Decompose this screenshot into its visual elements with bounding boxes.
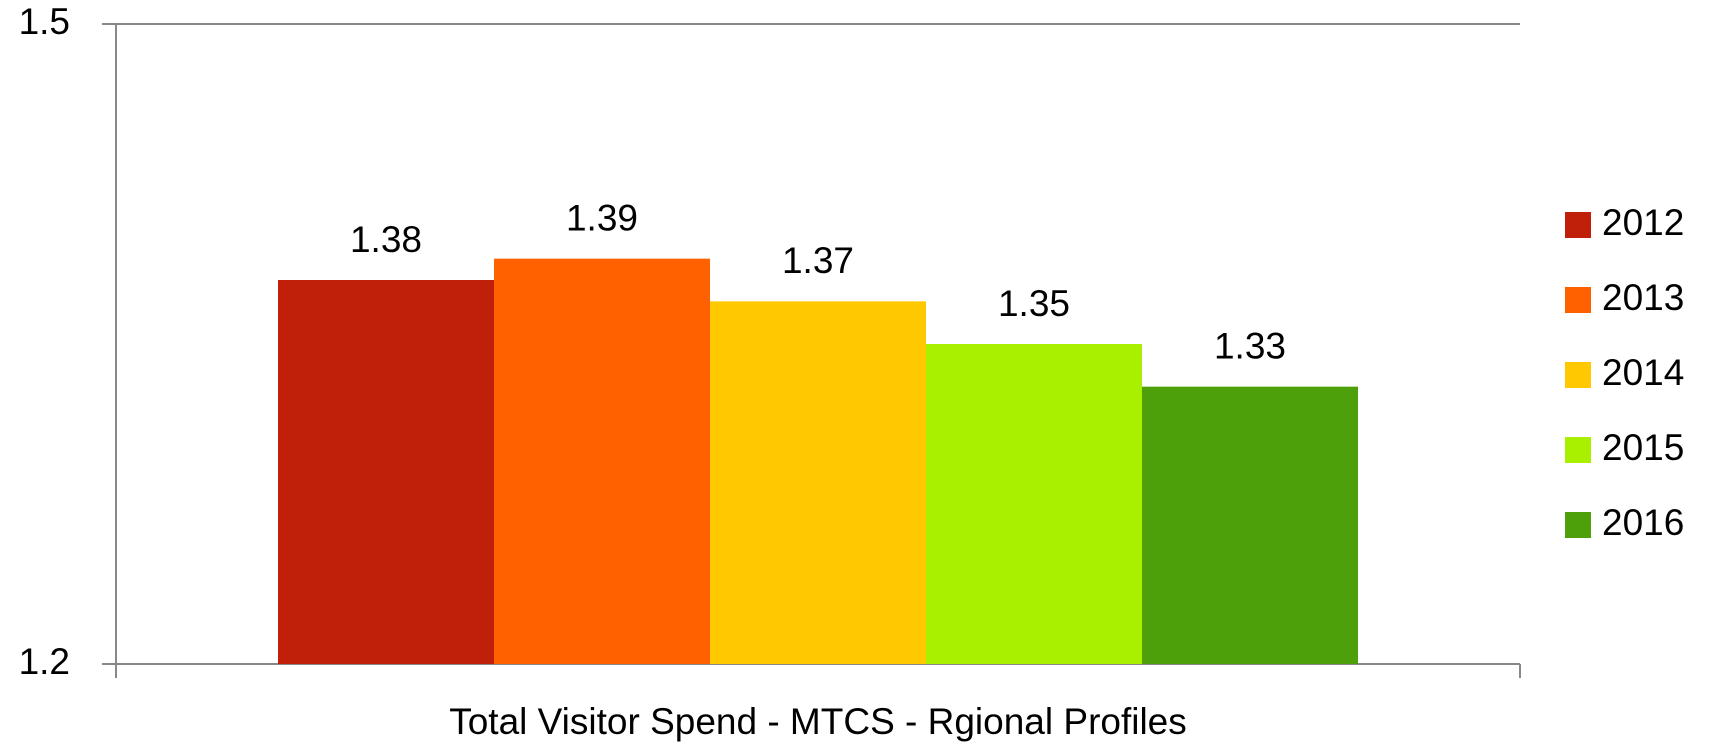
data-label: 1.38 [350, 219, 422, 260]
legend-label: 2016 [1602, 502, 1684, 543]
legend-swatch [1565, 512, 1591, 538]
data-label: 1.33 [1214, 325, 1286, 366]
legend-label: 2013 [1602, 277, 1684, 318]
bar [710, 301, 926, 664]
data-label: 1.39 [566, 197, 638, 238]
legend-label: 2012 [1602, 202, 1684, 243]
legend-swatch [1565, 437, 1591, 463]
legend-swatch [1565, 212, 1591, 238]
bar [278, 280, 494, 664]
data-label: 1.37 [782, 240, 854, 281]
bar [1142, 386, 1358, 664]
y-tick-label: 1.5 [19, 1, 70, 42]
legend-swatch [1565, 362, 1591, 388]
x-tick-label: Total Visitor Spend - MTCS - Rgional Pro… [449, 701, 1187, 742]
bar [494, 258, 710, 664]
legend-swatch [1565, 287, 1591, 313]
y-tick-label: 1.2 [19, 641, 70, 682]
legend-label: 2014 [1602, 352, 1684, 393]
legend-label: 2015 [1602, 427, 1684, 468]
bar [926, 344, 1142, 664]
data-label: 1.35 [998, 283, 1070, 324]
